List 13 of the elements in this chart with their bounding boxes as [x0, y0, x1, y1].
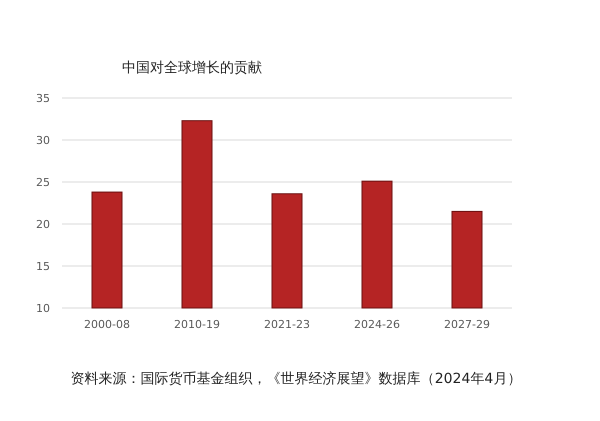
xtick: 2010-19: [174, 318, 220, 331]
ytick: 35: [36, 92, 50, 105]
annotation: 资料来源：国际货币基金组织，《世界经济展望》数据库（2024年4月）: [70, 371, 522, 387]
ytick: 20: [36, 218, 50, 231]
xtick: 2000-08: [84, 318, 130, 331]
title: 中国对全球增长的贡献: [122, 60, 262, 76]
ytick: 25: [36, 176, 50, 189]
ytick: 15: [36, 260, 50, 273]
xtick: 2027-29: [444, 318, 490, 331]
xtick: 2024-26: [354, 318, 400, 331]
xtick: 2021-23: [264, 318, 310, 331]
ytick: 10: [36, 302, 50, 315]
ytick: 30: [36, 134, 50, 147]
